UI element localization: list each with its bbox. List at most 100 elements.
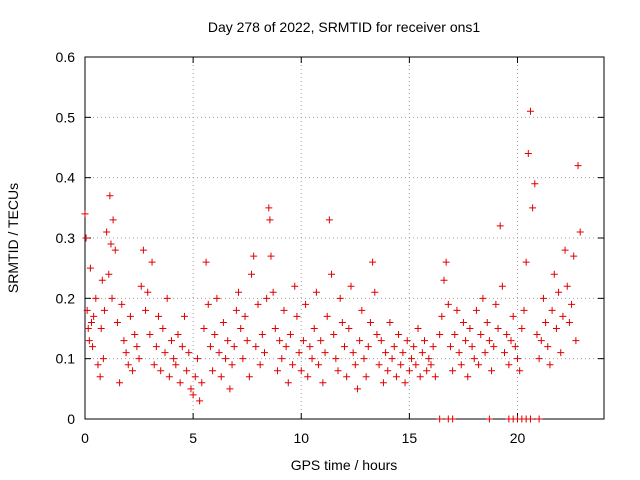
data-point (235, 288, 243, 296)
data-point (468, 343, 476, 351)
data-point (260, 349, 268, 357)
data-point (518, 325, 526, 332)
data-point (304, 373, 312, 381)
data-point (401, 379, 409, 387)
data-point (84, 325, 92, 332)
data-point (557, 349, 565, 357)
data-point (148, 258, 156, 266)
data-point (356, 337, 364, 345)
data-point (286, 331, 294, 339)
data-point (537, 337, 545, 345)
data-point (427, 361, 435, 369)
data-point (152, 343, 160, 351)
data-point (113, 318, 121, 326)
data-point (323, 312, 331, 320)
data-point (211, 331, 219, 339)
data-point (457, 361, 465, 369)
data-point (228, 361, 236, 369)
data-point (183, 367, 191, 375)
data-point (330, 331, 338, 339)
data-point (239, 355, 247, 363)
data-point (269, 288, 277, 296)
data-point (494, 325, 502, 332)
data-point (312, 288, 320, 296)
data-point (377, 337, 385, 345)
data-point (336, 294, 344, 302)
data-point (384, 367, 392, 375)
data-point (412, 361, 420, 369)
data-point (217, 373, 225, 381)
data-point (237, 325, 245, 332)
data-point (100, 306, 108, 314)
data-point (107, 240, 115, 248)
data-point (213, 294, 221, 302)
data-point (206, 343, 214, 351)
data-point (111, 246, 119, 254)
data-point (204, 300, 212, 308)
data-point (299, 337, 307, 345)
data-point (507, 337, 515, 345)
data-point (98, 276, 106, 284)
data-point (431, 373, 439, 381)
data-point (386, 318, 394, 326)
data-point (273, 367, 281, 375)
data-point (328, 270, 336, 278)
data-point (200, 325, 208, 332)
data-point (360, 355, 368, 363)
data-point (462, 337, 470, 345)
data-point (470, 355, 478, 363)
data-point (459, 318, 467, 326)
data-point (446, 343, 454, 351)
data-point (548, 306, 556, 314)
data-point (503, 331, 511, 339)
data-point (509, 312, 517, 320)
data-point (150, 361, 158, 369)
data-point (99, 355, 107, 363)
data-point (306, 343, 314, 351)
data-point (252, 343, 260, 351)
data-point (137, 282, 145, 290)
data-point (483, 318, 491, 326)
data-point (163, 294, 171, 302)
data-point (425, 355, 433, 363)
data-point (382, 349, 390, 357)
data-point (520, 306, 528, 314)
data-point (82, 234, 90, 242)
data-point (529, 204, 537, 212)
data-point (302, 300, 310, 308)
data-point (248, 270, 256, 278)
x-tick-label: 0 (81, 430, 89, 446)
data-point (230, 343, 238, 351)
data-point (397, 361, 405, 369)
data-point (390, 343, 398, 351)
data-point (485, 337, 493, 345)
data-point (488, 367, 496, 375)
data-point (572, 337, 580, 345)
data-point (498, 282, 506, 290)
data-point (291, 282, 299, 290)
data-point (561, 246, 569, 254)
data-point (388, 355, 396, 363)
data-point (133, 343, 141, 351)
data-point (414, 325, 422, 332)
data-point (416, 373, 424, 381)
data-point (438, 312, 446, 320)
data-point (108, 294, 116, 302)
data-point (226, 385, 234, 393)
data-point (464, 373, 472, 381)
data-point (180, 312, 188, 320)
data-point (364, 343, 372, 351)
data-point (531, 180, 539, 188)
data-point (266, 216, 274, 224)
data-point (522, 258, 530, 266)
data-point (496, 222, 504, 230)
data-point (196, 397, 204, 405)
data-point (317, 337, 325, 345)
data-point (174, 331, 182, 339)
data-point (124, 361, 132, 369)
data-point (122, 349, 130, 357)
data-point (92, 294, 100, 302)
data-point (146, 331, 154, 339)
data-point (455, 349, 463, 357)
